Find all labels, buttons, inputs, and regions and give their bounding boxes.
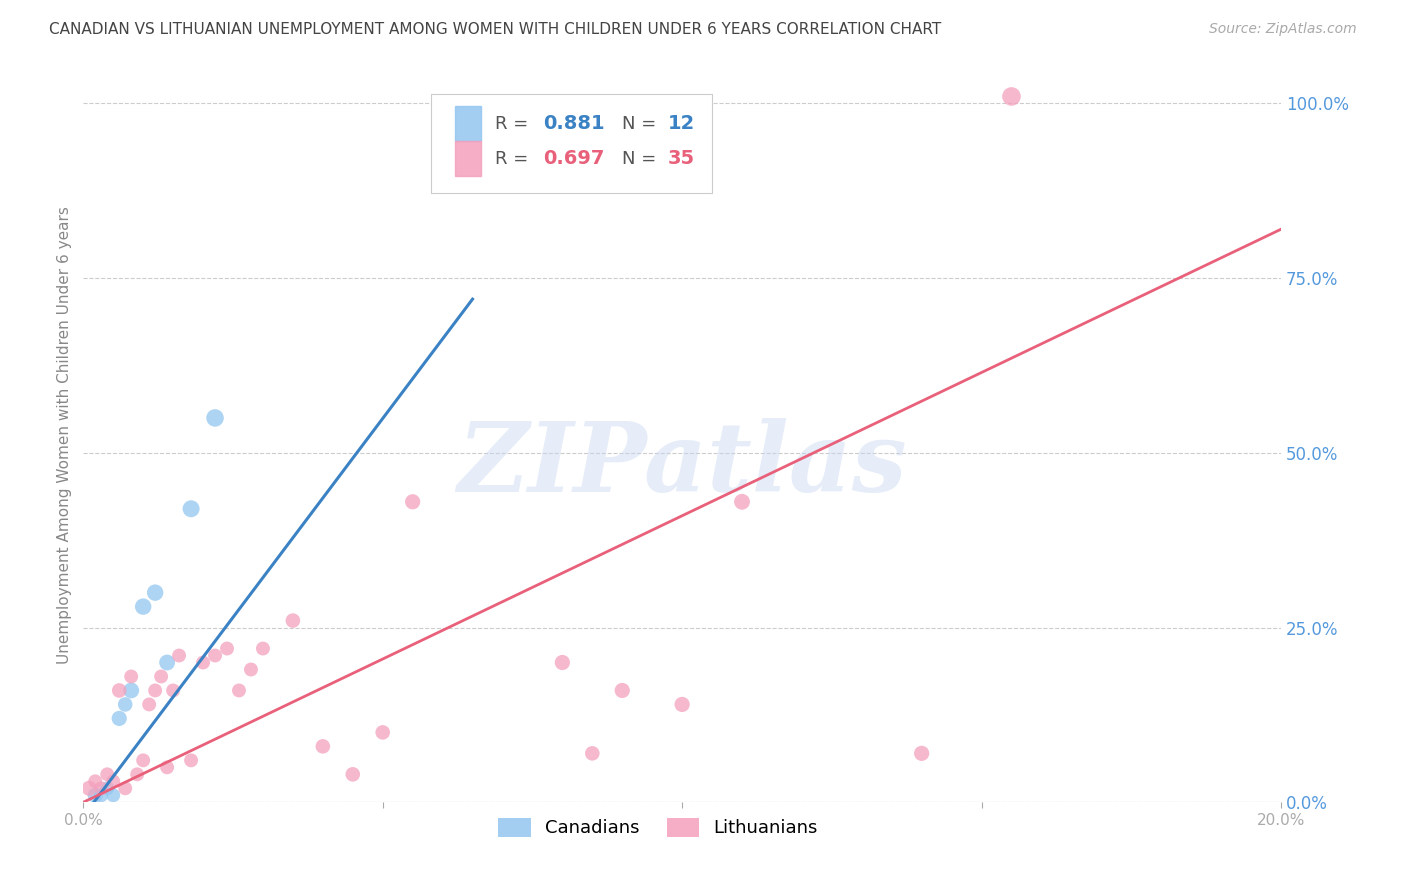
Point	[204, 411, 226, 425]
Point	[1000, 89, 1022, 103]
Point	[162, 683, 184, 698]
Point	[371, 725, 394, 739]
Text: 35: 35	[668, 149, 695, 169]
Point	[143, 585, 166, 599]
Point	[96, 781, 118, 796]
Point	[612, 683, 634, 698]
Point	[671, 698, 693, 712]
Point	[77, 781, 100, 796]
Point	[204, 648, 226, 663]
Point	[581, 747, 603, 761]
Point	[138, 698, 160, 712]
Text: Source: ZipAtlas.com: Source: ZipAtlas.com	[1209, 22, 1357, 37]
Point	[114, 781, 136, 796]
Text: 0.697: 0.697	[543, 149, 605, 169]
Point	[167, 648, 190, 663]
Text: R =: R =	[495, 114, 534, 133]
Point	[127, 767, 149, 781]
Text: 0.881: 0.881	[543, 114, 605, 133]
Point	[731, 495, 754, 509]
Point	[156, 656, 179, 670]
Point	[132, 753, 155, 767]
Point	[239, 663, 262, 677]
Point	[143, 683, 166, 698]
Point	[90, 781, 112, 796]
Text: 12: 12	[668, 114, 695, 133]
Point	[156, 760, 179, 774]
Point	[103, 774, 125, 789]
Point	[108, 711, 131, 725]
Point	[132, 599, 155, 614]
Point	[228, 683, 250, 698]
Text: N =: N =	[623, 114, 662, 133]
Point	[215, 641, 238, 656]
Point	[191, 656, 214, 670]
Point	[180, 753, 202, 767]
Text: N =: N =	[623, 150, 662, 168]
FancyBboxPatch shape	[430, 95, 711, 194]
Point	[911, 747, 934, 761]
Legend: Canadians, Lithuanians: Canadians, Lithuanians	[491, 811, 825, 845]
Text: R =: R =	[495, 150, 534, 168]
Text: ZIPatlas: ZIPatlas	[457, 417, 907, 512]
Point	[108, 683, 131, 698]
Bar	[454, 106, 481, 141]
Point	[120, 669, 142, 683]
Point	[96, 767, 118, 781]
Point	[401, 495, 423, 509]
Point	[114, 698, 136, 712]
Point	[281, 614, 304, 628]
Point	[551, 656, 574, 670]
Text: CANADIAN VS LITHUANIAN UNEMPLOYMENT AMONG WOMEN WITH CHILDREN UNDER 6 YEARS CORR: CANADIAN VS LITHUANIAN UNEMPLOYMENT AMON…	[49, 22, 942, 37]
Point	[120, 683, 142, 698]
Point	[180, 501, 202, 516]
Point	[84, 789, 107, 803]
Point	[103, 789, 125, 803]
Point	[342, 767, 364, 781]
Point	[312, 739, 335, 754]
Point	[252, 641, 274, 656]
Bar	[454, 141, 481, 177]
Point	[90, 789, 112, 803]
Y-axis label: Unemployment Among Women with Children Under 6 years: Unemployment Among Women with Children U…	[58, 206, 72, 665]
Point	[150, 669, 173, 683]
Point	[84, 774, 107, 789]
